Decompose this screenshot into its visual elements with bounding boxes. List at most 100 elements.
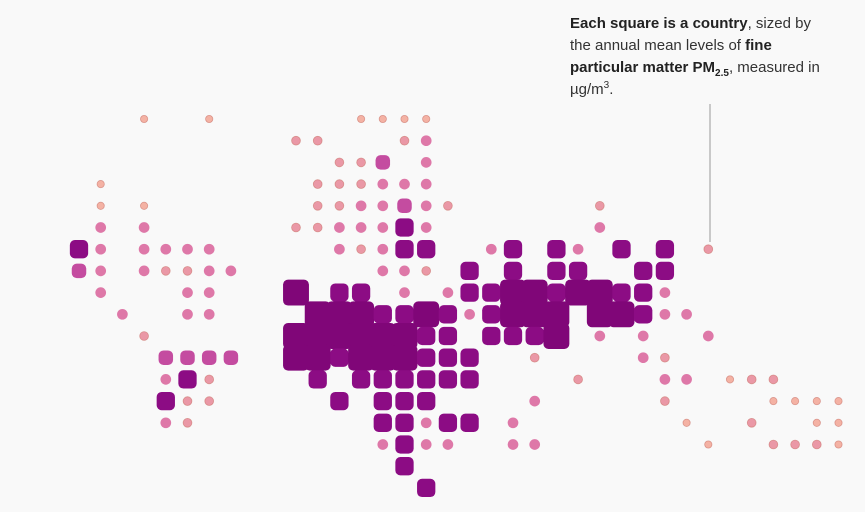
country-tile — [373, 413, 392, 432]
country-tile — [768, 374, 779, 385]
country-tile — [355, 222, 367, 233]
country-tile — [420, 157, 432, 168]
country-tile — [503, 240, 523, 259]
country-tile — [334, 222, 345, 233]
country-tile — [565, 279, 592, 306]
country-tile — [595, 200, 605, 211]
country-tile — [834, 440, 843, 449]
country-tile — [205, 114, 214, 124]
country-tile — [507, 417, 519, 429]
country-tile — [769, 397, 778, 406]
country-tile — [659, 287, 671, 298]
country-tile — [283, 279, 309, 306]
country-tile — [156, 391, 175, 411]
country-tile — [438, 305, 458, 324]
country-tile — [355, 200, 367, 212]
country-tile — [503, 261, 523, 281]
country-tile — [395, 457, 414, 476]
country-tile — [203, 287, 215, 298]
country-tile — [746, 374, 757, 385]
country-tile — [442, 439, 454, 450]
country-tile — [95, 287, 107, 298]
country-tile — [791, 397, 800, 406]
country-tile — [308, 370, 327, 389]
country-tile — [304, 301, 331, 328]
country-tile — [660, 396, 670, 406]
country-tile — [348, 301, 375, 328]
country-tile — [71, 263, 87, 279]
country-tile — [395, 240, 414, 259]
country-tile — [594, 330, 606, 342]
country-tile — [225, 265, 237, 277]
country-tile — [312, 222, 323, 233]
country-tile — [438, 413, 458, 432]
country-tile — [790, 439, 800, 450]
country-tile — [637, 330, 649, 342]
country-tile — [634, 283, 653, 302]
country-tile — [377, 265, 389, 277]
country-tile — [395, 370, 414, 389]
country-tile — [95, 265, 107, 277]
country-tile — [377, 439, 389, 450]
country-tile — [660, 352, 670, 363]
country-tile — [182, 243, 193, 255]
country-tile — [482, 326, 501, 346]
country-tile — [326, 323, 353, 349]
country-tile — [460, 261, 479, 281]
country-tile — [326, 301, 353, 328]
country-tile — [377, 222, 389, 233]
country-tile — [529, 352, 540, 363]
country-tile — [375, 155, 391, 170]
country-tile — [160, 243, 172, 255]
country-tile — [655, 240, 675, 259]
annotation: Each square is a country, sized by the a… — [570, 13, 830, 101]
country-tile — [420, 417, 432, 429]
country-tile — [182, 396, 193, 406]
country-tile — [586, 301, 613, 328]
country-tile — [521, 301, 548, 328]
country-tile — [500, 279, 526, 306]
annotation-text: . — [609, 81, 614, 98]
country-tile — [543, 323, 570, 349]
country-tile — [139, 331, 149, 341]
country-tile — [182, 308, 193, 320]
country-tile — [377, 200, 389, 212]
country-tile — [117, 308, 128, 320]
country-tile — [420, 200, 432, 212]
country-tile — [356, 179, 366, 189]
country-tile — [223, 350, 239, 365]
country-tile — [334, 179, 345, 189]
country-tile — [612, 240, 631, 259]
country-tile — [373, 370, 392, 389]
country-tile — [464, 308, 475, 320]
country-tile — [369, 323, 396, 349]
country-tile — [547, 283, 566, 302]
country-tile — [413, 301, 440, 328]
country-tile — [395, 305, 414, 324]
country-tile — [330, 348, 349, 367]
annotation-superscript: 3 — [603, 80, 610, 91]
country-tile — [201, 350, 217, 365]
country-tile — [399, 265, 410, 277]
country-tile — [312, 179, 323, 189]
annotation-bold-text: fine particular matter PM — [570, 37, 772, 76]
annotation-text: , measured in µg/m — [570, 59, 820, 98]
country-tile — [507, 439, 519, 450]
country-tile — [529, 395, 541, 407]
country-tile — [659, 374, 671, 385]
country-tile — [203, 308, 215, 320]
country-tile — [547, 240, 566, 259]
country-tile — [182, 266, 193, 276]
country-tile — [634, 261, 653, 281]
country-tile — [373, 305, 392, 324]
country-tile — [140, 201, 149, 210]
country-tile — [397, 198, 412, 214]
country-tile — [330, 283, 349, 302]
country-tile — [659, 308, 671, 320]
country-tile — [525, 326, 544, 346]
country-tile — [681, 374, 692, 385]
country-tile — [746, 417, 757, 428]
country-tile — [356, 244, 366, 255]
country-tile — [417, 370, 436, 389]
country-tile — [158, 350, 174, 365]
